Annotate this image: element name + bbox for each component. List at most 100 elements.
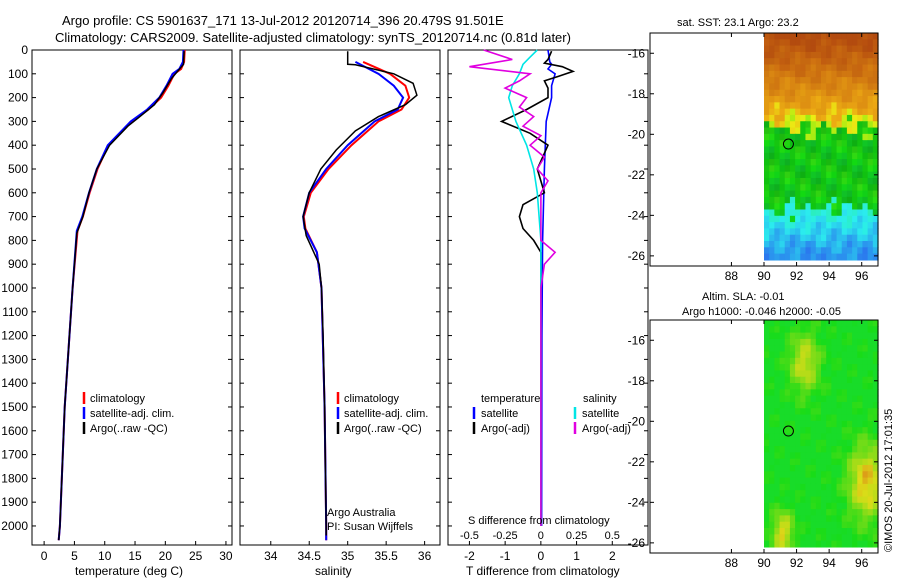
heatmap-cell	[779, 177, 786, 185]
heatmap-cell	[805, 420, 812, 428]
heatmap-cell	[815, 253, 822, 261]
heatmap-cell	[857, 389, 864, 397]
heatmap-cell	[805, 64, 812, 72]
heatmap-cell	[784, 338, 791, 346]
heatmap-cell	[826, 490, 832, 498]
legend-satellite: satellite-adj. clim.	[344, 408, 428, 420]
heatmap-cell	[826, 39, 832, 47]
heatmap-cell	[872, 446, 879, 453]
heatmap-cell	[764, 521, 770, 529]
heatmap-cell	[867, 102, 874, 110]
heatmap-cell	[795, 165, 801, 173]
heatmap-cell	[795, 215, 801, 223]
heatmap-cell	[826, 177, 832, 185]
heatmap-cell	[779, 389, 786, 397]
heatmap-cell	[800, 471, 807, 479]
heatmap-cell	[810, 140, 817, 148]
heatmap-cell	[789, 64, 796, 72]
heatmap-cell	[789, 140, 796, 148]
heatmap-cell	[764, 209, 770, 217]
heatmap-cell	[836, 127, 843, 135]
heatmap-cell	[872, 420, 879, 428]
heatmap-cell	[764, 184, 770, 192]
heatmap-cell	[841, 190, 848, 198]
heatmap-cell	[810, 64, 817, 72]
heatmap-cell	[815, 228, 822, 236]
heatmap-cell	[852, 338, 858, 346]
heatmap-cell	[769, 140, 775, 148]
heatmap-cell	[846, 528, 853, 535]
heatmap-cell	[836, 433, 843, 441]
heatmap-cell	[831, 77, 838, 85]
heatmap-cell	[805, 89, 812, 97]
heatmap-cell	[795, 89, 801, 97]
heatmap-cell	[857, 45, 864, 53]
heatmap-cell	[779, 51, 786, 59]
heatmap-cell	[789, 483, 796, 491]
heatmap-cell	[841, 534, 848, 542]
heatmap-cell	[821, 534, 827, 542]
heatmap-cell	[872, 222, 879, 229]
heatmap-cell	[872, 190, 879, 198]
heatmap-cell	[805, 332, 812, 340]
salinity-line-0	[302, 60, 411, 541]
heatmap-cell	[857, 521, 864, 529]
heatmap-cell	[789, 408, 796, 416]
heatmap-cell	[789, 370, 796, 378]
heatmap-cell	[800, 483, 807, 491]
heatmap-cell	[821, 345, 827, 353]
heatmap-cell	[800, 408, 807, 416]
heatmap-cell	[810, 452, 817, 460]
heatmap-cell	[764, 502, 770, 510]
heatmap-cell	[872, 408, 879, 416]
heatmap-cell	[841, 247, 848, 255]
heatmap-cell	[769, 471, 775, 479]
heatmap-cell	[862, 177, 869, 185]
heatmap-cell	[826, 521, 832, 529]
heatmap-cell	[789, 228, 796, 236]
heatmap-cell	[862, 45, 869, 53]
heatmap-cell	[821, 165, 827, 173]
heatmap-cell	[810, 389, 817, 397]
heatmap-cell	[779, 241, 786, 248]
heatmap-cell	[779, 477, 786, 485]
heatmap-cell	[764, 133, 770, 141]
heatmap-cell	[774, 370, 781, 378]
heatmap-cell	[774, 433, 781, 441]
heatmap-cell	[826, 190, 832, 198]
heatmap-cell	[810, 420, 817, 428]
heatmap-cell	[872, 177, 879, 185]
heatmap-cell	[789, 222, 796, 229]
heatmap-cell	[826, 70, 832, 78]
heatmap-cell	[862, 370, 869, 378]
depth-tick-label: 2000	[1, 519, 28, 533]
legend-argo: Argo(..raw -QC)	[90, 423, 168, 435]
heatmap-cell	[831, 477, 838, 485]
heatmap-cell	[764, 241, 770, 248]
heatmap-cell	[867, 502, 874, 510]
heatmap-cell	[764, 152, 770, 160]
heatmap-cell	[769, 127, 775, 135]
heatmap-cell	[774, 89, 781, 97]
heatmap-cell	[857, 234, 864, 242]
heatmap-cell	[852, 395, 858, 403]
heatmap-cell	[795, 70, 801, 78]
heatmap-cell	[836, 64, 843, 72]
heatmap-cell	[836, 159, 843, 166]
heatmap-cell	[836, 490, 843, 498]
heatmap-cell	[821, 357, 827, 365]
heatmap-cell	[831, 414, 838, 422]
heatmap-cell	[795, 515, 801, 523]
heatmap-cell	[805, 401, 812, 409]
heatmap-cell	[789, 77, 796, 85]
heatmap-cell	[784, 509, 791, 516]
heatmap-cell	[862, 222, 869, 229]
heatmap-cell	[831, 70, 838, 78]
depth-axis: 0100200300400500600700800900100011001200…	[1, 43, 232, 533]
heatmap-cell	[872, 215, 879, 223]
heatmap-cell	[795, 146, 801, 154]
heatmap-cell	[810, 370, 817, 378]
heatmap-cell	[789, 33, 796, 40]
heatmap-cell	[805, 364, 812, 372]
heatmap-cell	[795, 332, 801, 340]
